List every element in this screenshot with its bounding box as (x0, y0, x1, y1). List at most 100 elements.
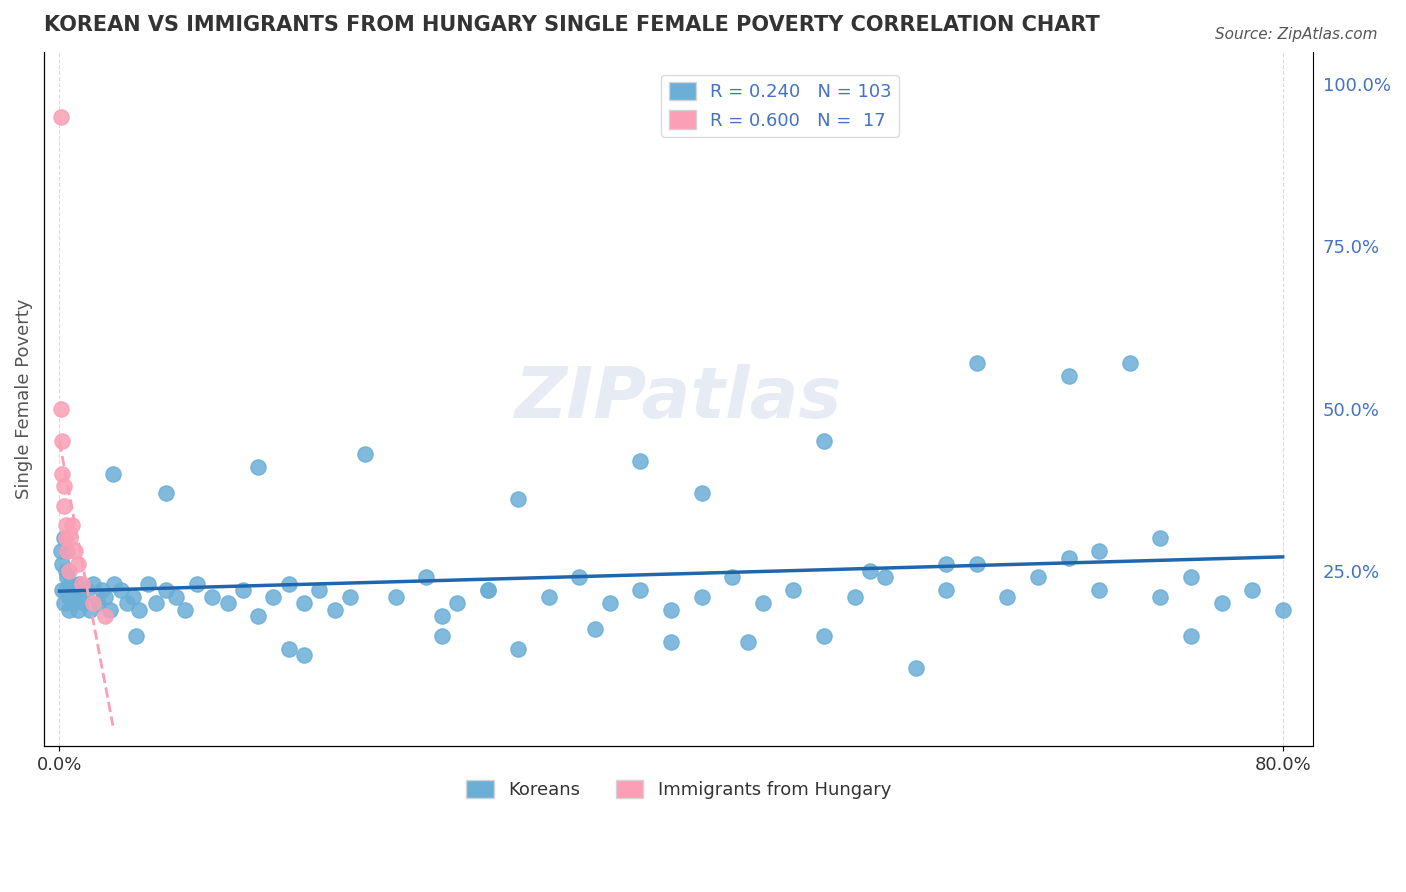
Point (292, 648, 315, 662)
Point (59, 576, 82, 591)
Point (53, 479, 76, 493)
Point (49, 401, 72, 416)
Point (690, 590, 713, 604)
Point (63, 583, 86, 598)
Point (103, 576, 125, 591)
Point (659, 603, 682, 617)
Point (121, 590, 143, 604)
Point (1088, 583, 1111, 598)
Point (277, 641, 299, 656)
Point (630, 453, 652, 467)
Point (165, 590, 187, 604)
Point (659, 635, 682, 649)
Point (859, 564, 882, 578)
Point (82, 576, 104, 591)
Point (49, 110, 72, 124)
Point (94, 609, 117, 624)
Point (51, 558, 73, 572)
Point (1119, 356, 1142, 370)
Point (56, 570, 79, 584)
Point (247, 460, 270, 475)
Point (1057, 550, 1080, 565)
Point (1149, 590, 1171, 604)
Point (630, 583, 652, 598)
Point (60, 590, 83, 604)
Point (966, 356, 988, 370)
Point (72, 576, 94, 591)
Point (55, 532, 77, 546)
Point (67, 576, 90, 591)
Point (721, 570, 744, 584)
Point (339, 590, 361, 604)
Point (73, 596, 96, 610)
Point (59, 532, 82, 546)
Point (53, 499, 76, 513)
Point (128, 603, 150, 617)
Point (217, 596, 239, 610)
Point (477, 583, 499, 598)
Point (79, 603, 101, 617)
Point (1211, 596, 1233, 610)
Point (583, 622, 606, 636)
Text: Source: ZipAtlas.com: Source: ZipAtlas.com (1215, 27, 1378, 42)
Point (110, 583, 132, 598)
Point (155, 583, 177, 598)
Point (477, 583, 499, 598)
Point (76, 583, 98, 598)
Text: KOREAN VS IMMIGRANTS FROM HUNGARY SINGLE FEMALE POVERTY CORRELATION CHART: KOREAN VS IMMIGRANTS FROM HUNGARY SINGLE… (44, 15, 1099, 35)
Point (904, 661, 927, 675)
Point (446, 596, 468, 610)
Point (813, 629, 835, 643)
Point (60, 518, 83, 533)
Point (1180, 570, 1202, 584)
Point (51, 467, 73, 481)
Point (323, 603, 346, 617)
Point (508, 641, 530, 656)
Point (508, 492, 530, 507)
Y-axis label: Single Female Poverty: Single Female Poverty (15, 299, 32, 500)
Point (101, 467, 124, 481)
Point (201, 590, 224, 604)
Point (813, 434, 835, 448)
Point (58, 564, 80, 578)
Point (66, 558, 89, 572)
Point (53, 596, 76, 610)
Point (125, 629, 148, 643)
Point (752, 596, 775, 610)
Point (1057, 369, 1080, 384)
Point (115, 596, 138, 610)
Point (91, 583, 114, 598)
Point (86, 596, 108, 610)
Point (56, 544, 79, 558)
Point (385, 590, 408, 604)
Point (966, 558, 988, 572)
Point (51, 434, 73, 448)
Point (56, 544, 79, 558)
Point (1026, 570, 1049, 584)
Point (354, 447, 377, 461)
Point (136, 576, 159, 591)
Point (1149, 532, 1171, 546)
Point (247, 609, 270, 624)
Point (55, 583, 77, 598)
Point (232, 583, 254, 598)
Point (72, 590, 94, 604)
Point (82, 596, 104, 610)
Point (1088, 544, 1111, 558)
Point (1271, 603, 1294, 617)
Text: ZIPatlas: ZIPatlas (515, 365, 842, 434)
Point (935, 558, 957, 572)
Point (935, 583, 957, 598)
Point (55, 564, 77, 578)
Point (98, 603, 121, 617)
Point (173, 603, 195, 617)
Point (292, 596, 315, 610)
Point (51, 583, 73, 598)
Point (875, 570, 897, 584)
Point (277, 576, 299, 591)
Point (66, 603, 89, 617)
Point (145, 596, 167, 610)
Point (690, 486, 713, 500)
Point (55, 518, 77, 533)
Point (94, 590, 117, 604)
